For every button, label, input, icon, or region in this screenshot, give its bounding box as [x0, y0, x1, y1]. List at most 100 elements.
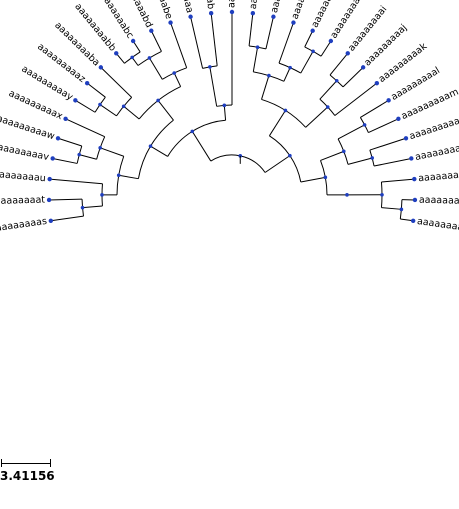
internal-node: [80, 205, 85, 210]
branch-edge: [278, 22, 294, 64]
leaf-node: [229, 9, 235, 15]
leaf-node: [46, 197, 52, 203]
leaf-node: [63, 116, 68, 122]
branch-edge: [170, 22, 188, 69]
branch-edge: [261, 75, 270, 100]
internal-node: [98, 146, 102, 150]
leaf-node: [48, 218, 54, 223]
internal-node: [116, 173, 121, 178]
internal-node: [148, 144, 153, 148]
branch-edge: [265, 16, 274, 50]
branch-edge: [191, 131, 212, 162]
leaf-node: [50, 156, 55, 161]
branch-edge: [150, 145, 168, 157]
branch-edge: [368, 118, 399, 134]
leaf-node: [291, 20, 296, 25]
leaf-label: aaaaaaaaan: [408, 114, 459, 143]
internal-node: [399, 207, 404, 212]
leaf-node: [412, 176, 417, 182]
clade-arc: [210, 154, 266, 173]
leaf-label: aaaaaaaaac: [227, 0, 238, 8]
leaf-label: aaaaaaaaap: [418, 168, 459, 184]
leaf-node: [409, 156, 414, 161]
leaf-node: [386, 98, 391, 103]
leaf-node: [328, 38, 334, 44]
leaf-label: aaaaaaaaau: [0, 168, 46, 184]
internal-node: [288, 65, 292, 70]
leaf-node: [98, 65, 104, 70]
branch-edge: [118, 174, 139, 180]
scale-bar-label: 3.41156: [0, 469, 55, 483]
leaf-node: [47, 176, 52, 182]
branch-edge: [49, 198, 83, 201]
leaf-node: [188, 14, 193, 19]
branch-edge: [100, 67, 133, 98]
branch-edge: [57, 137, 82, 147]
internal-node: [370, 156, 374, 160]
scale-bar-tick-right: [50, 459, 51, 467]
internal-node: [172, 71, 177, 75]
internal-node: [288, 153, 292, 158]
branch-edge: [319, 80, 338, 100]
leaf-node: [168, 20, 173, 25]
branch-edge: [100, 147, 124, 157]
leaf-label: aaaaaaaaat: [0, 195, 45, 208]
branch-edge: [99, 104, 117, 117]
branch-edge: [75, 99, 96, 113]
leaf-node: [412, 197, 418, 203]
internal-node: [147, 56, 152, 60]
leaf-label: aaaaaaaaae: [269, 0, 293, 14]
leaf-node: [345, 51, 350, 56]
leaf-label: aaaaaaaaar: [416, 216, 459, 235]
branch-edge: [210, 13, 218, 66]
branch-edge: [381, 178, 415, 183]
leaf-node: [360, 65, 366, 70]
leaf-label: aaaaaaaaao: [414, 141, 459, 163]
internal-node: [190, 129, 195, 134]
branch-edge: [347, 157, 373, 165]
branch-edge: [300, 51, 314, 74]
branch-edge: [320, 40, 332, 57]
leaf-node: [403, 136, 409, 141]
branch-edge: [248, 13, 254, 47]
branch-edge: [86, 82, 106, 98]
scale-bar-line: [1, 463, 50, 464]
branch-edge: [320, 150, 344, 161]
leaf-label: aaaaaaaaas: [0, 216, 48, 235]
branch-edge: [300, 176, 326, 183]
internal-node: [100, 193, 104, 197]
leaf-label: aaaaaaaaaw: [0, 113, 56, 142]
leaf-node: [374, 80, 380, 86]
leaf-label: aaaaaaaaad: [248, 0, 266, 10]
branch-edge: [149, 57, 163, 80]
internal-node: [77, 152, 82, 157]
branch-edge: [342, 67, 364, 88]
leaf-node: [208, 10, 214, 16]
internal-node: [380, 193, 384, 197]
leaf-label: aaaaaaaaaq: [419, 195, 459, 208]
branch-edge: [283, 67, 291, 82]
leaf-node: [310, 28, 315, 33]
leaf-node: [73, 98, 78, 103]
branch-edge: [252, 47, 259, 72]
branch-edge: [337, 124, 365, 140]
internal-node: [130, 55, 134, 60]
internal-node: [311, 49, 315, 54]
scale-bar: 3.41156: [0, 458, 60, 488]
leaf-node: [55, 136, 61, 141]
branch-edge: [305, 106, 329, 128]
branch-edge: [381, 207, 402, 210]
branch-edge: [173, 72, 182, 87]
branch-edge: [50, 215, 84, 222]
branch-edge: [52, 157, 78, 164]
leaf-node: [84, 80, 90, 86]
internal-node: [156, 98, 160, 103]
branch-edge: [223, 105, 227, 121]
internal-node: [283, 108, 288, 113]
branch-edge: [190, 16, 204, 69]
leaf-node: [130, 38, 136, 44]
internal-node: [255, 45, 260, 49]
internal-node: [267, 73, 271, 78]
